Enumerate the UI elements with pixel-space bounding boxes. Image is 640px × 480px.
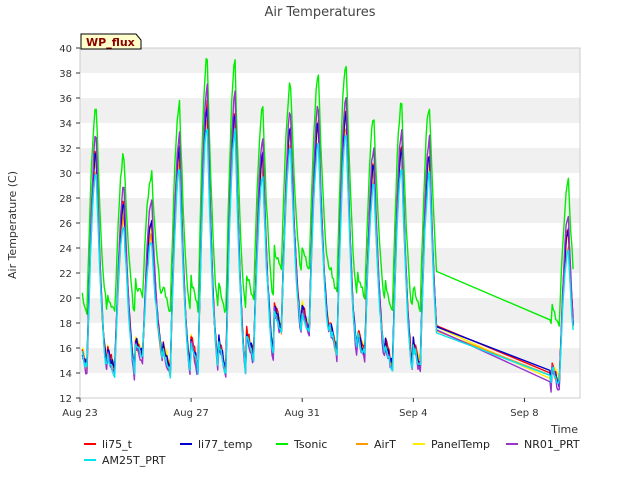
grid-band — [80, 98, 580, 123]
legend-label: AM25T_PRT — [102, 454, 166, 467]
x-tick-label: Sep 8 — [510, 408, 538, 419]
y-tick-label: 22 — [59, 269, 72, 280]
legend-label: li77_temp — [198, 438, 252, 451]
series-line-tsonic — [81, 57, 574, 327]
legend-label: AirT — [374, 438, 396, 451]
x-axis-label: Time — [550, 423, 578, 436]
y-axis: 12 14 16 18 20 22 24 26 28 30 32 34 36 38 40 — [59, 44, 80, 405]
chart-title: Air Temperatures — [264, 5, 375, 20]
y-tick-label: 32 — [59, 144, 72, 155]
x-tick-label: Aug 23 — [62, 408, 97, 419]
y-tick-label: 24 — [59, 244, 72, 255]
y-tick-label: 28 — [59, 194, 72, 205]
legend-label: PanelTemp — [431, 438, 490, 451]
y-tick-label: 18 — [59, 319, 72, 330]
series-line-am25t-prt — [81, 128, 574, 385]
x-axis: Aug 23 Aug 27 Aug 31 Sep 4 Sep 8 — [62, 398, 539, 419]
y-tick-label: 14 — [59, 369, 72, 380]
grid-band — [80, 198, 580, 223]
y-tick-label: 40 — [59, 44, 72, 55]
y-tick-label: 26 — [59, 219, 72, 230]
site-label-box: WP_flux — [80, 33, 142, 50]
y-tick-label: 34 — [59, 119, 72, 130]
y-tick-label: 36 — [59, 94, 72, 105]
site-label: WP_flux — [86, 36, 135, 49]
legend-item: PanelTemp — [413, 438, 490, 451]
y-tick-label: 38 — [59, 69, 72, 80]
legend-item: NR01_PRT — [506, 438, 580, 451]
legend-label: NR01_PRT — [524, 438, 580, 451]
grid-bands — [80, 48, 580, 373]
y-tick-label: 20 — [59, 294, 72, 305]
x-tick-label: Aug 27 — [173, 408, 208, 419]
grid-band — [80, 298, 580, 323]
legend-item: li75_t — [84, 438, 133, 451]
y-tick-label: 12 — [59, 394, 72, 405]
y-tick-label: 16 — [59, 344, 72, 355]
grid-band — [80, 48, 580, 73]
series-layer — [81, 57, 574, 393]
legend-label: li75_t — [102, 438, 133, 451]
legend-item: AirT — [356, 438, 396, 451]
legend-item: Tsonic — [276, 438, 327, 451]
legend: li75_t li77_temp Tsonic AirT PanelTemp NR01_P… — [84, 438, 580, 467]
legend-item: AM25T_PRT — [84, 454, 166, 467]
grid-band — [80, 148, 580, 173]
x-tick-label: Aug 31 — [285, 408, 320, 419]
y-axis-label: Air Temperature (C) — [6, 171, 19, 279]
legend-item: li77_temp — [180, 438, 252, 451]
legend-label: Tsonic — [293, 438, 327, 451]
x-tick-label: Sep 4 — [399, 408, 427, 419]
y-tick-label: 30 — [59, 169, 72, 180]
